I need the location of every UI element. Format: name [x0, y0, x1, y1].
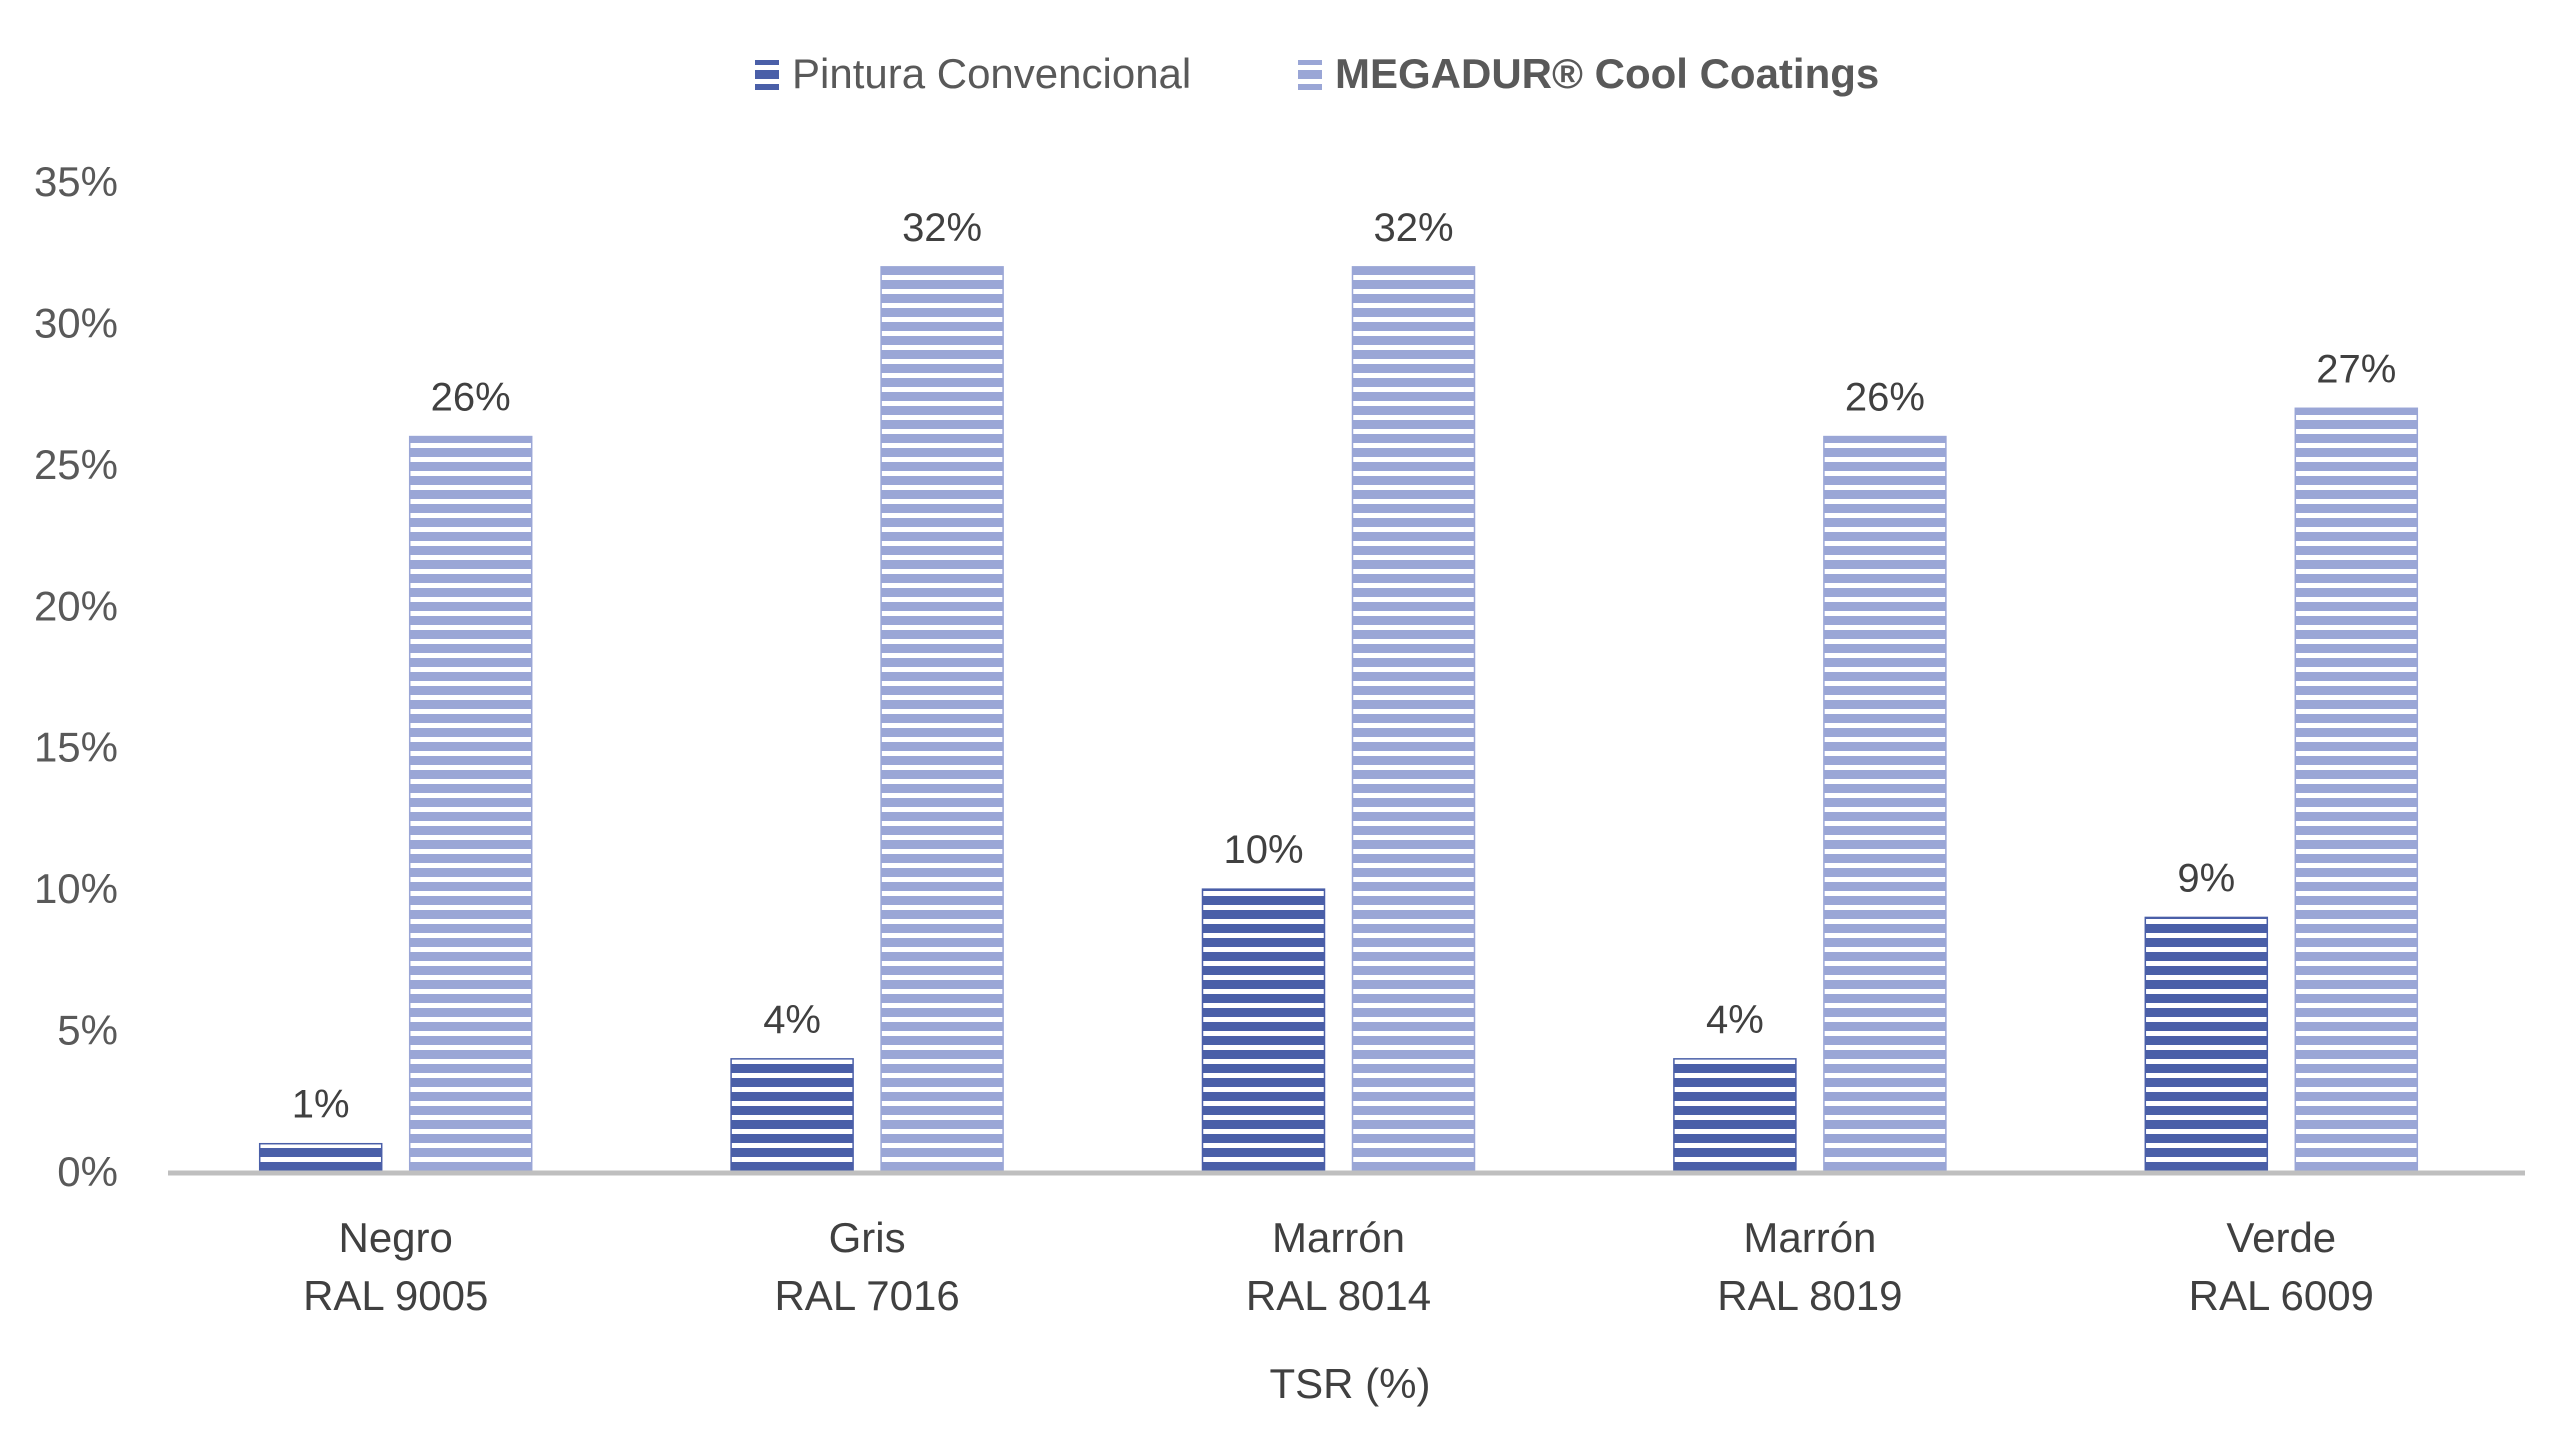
x-category-label: RAL 8014 — [1246, 1272, 1431, 1319]
x-axis-category-labels: Negro RAL 9005 Gris RAL 7016 Marrón RAL 8014 M… — [303, 1214, 2374, 1319]
data-label-pintura-convencional: 4% — [763, 998, 821, 1042]
bar-pintura-convencional — [2144, 916, 2269, 1173]
legend: Pintura Convencional MEGADUR® Cool Coati… — [755, 50, 1879, 97]
data-label-pintura-convencional: 1% — [292, 1083, 350, 1127]
bar-megadur-cool-coatings — [408, 435, 533, 1173]
bar-pintura-convencional — [1201, 888, 1326, 1173]
x-category-label: Marrón — [1743, 1214, 1876, 1261]
legend-swatch-pintura-convencional — [755, 60, 779, 90]
data-label-pintura-convencional: 9% — [2177, 856, 2235, 900]
data-label-megadur-cool-coatings: 26% — [1845, 376, 1925, 420]
bar-pintura-convencional — [1673, 1058, 1797, 1173]
x-axis-title: TSR (%) — [1270, 1360, 1431, 1407]
x-category-label: Gris — [829, 1214, 906, 1261]
x-category-label: Negro — [338, 1214, 452, 1261]
data-label-megadur-cool-coatings: 32% — [902, 206, 982, 250]
bar-megadur-cool-coatings — [2294, 407, 2419, 1173]
x-category-label: RAL 9005 — [303, 1272, 488, 1319]
data-label-megadur-cool-coatings: 26% — [431, 376, 511, 420]
bars — [258, 266, 2419, 1173]
y-tick-label: 35% — [34, 158, 118, 205]
y-axis-ticks: 0% 5% 10% 15% 20% 25% 30% 35% — [34, 158, 118, 1195]
data-labels: 1% 26% 4% 32% 10% 32% 4% 26% 9% 27% — [292, 206, 2397, 1127]
legend-label-pintura-convencional: Pintura Convencional — [792, 50, 1191, 97]
x-category-label: Marrón — [1272, 1214, 1405, 1261]
bar-megadur-cool-coatings — [880, 266, 1004, 1173]
data-label-megadur-cool-coatings: 32% — [1373, 206, 1453, 250]
x-category-label: RAL 6009 — [2189, 1272, 2374, 1319]
bar-megadur-cool-coatings — [1351, 266, 1476, 1173]
x-category-label: RAL 7016 — [774, 1272, 959, 1319]
y-tick-label: 20% — [34, 582, 118, 629]
y-tick-label: 30% — [34, 299, 118, 346]
bar-pintura-convencional — [730, 1058, 854, 1173]
y-tick-label: 10% — [34, 865, 118, 912]
y-tick-label: 0% — [57, 1148, 118, 1195]
x-category-label: Verde — [2226, 1214, 2336, 1261]
data-label-pintura-convencional: 4% — [1706, 998, 1764, 1042]
y-tick-label: 25% — [34, 441, 118, 488]
y-tick-label: 15% — [34, 724, 118, 771]
x-category-label: RAL 8019 — [1717, 1272, 1902, 1319]
bar-megadur-cool-coatings — [1823, 435, 1947, 1173]
data-label-pintura-convencional: 10% — [1223, 828, 1303, 872]
data-label-megadur-cool-coatings: 27% — [2316, 347, 2396, 391]
legend-label-megadur-cool-coatings: MEGADUR® Cool Coatings — [1335, 50, 1879, 97]
y-tick-label: 5% — [57, 1007, 118, 1054]
bar-pintura-convencional — [258, 1142, 383, 1173]
legend-swatch-megadur-cool-coatings — [1298, 60, 1322, 90]
